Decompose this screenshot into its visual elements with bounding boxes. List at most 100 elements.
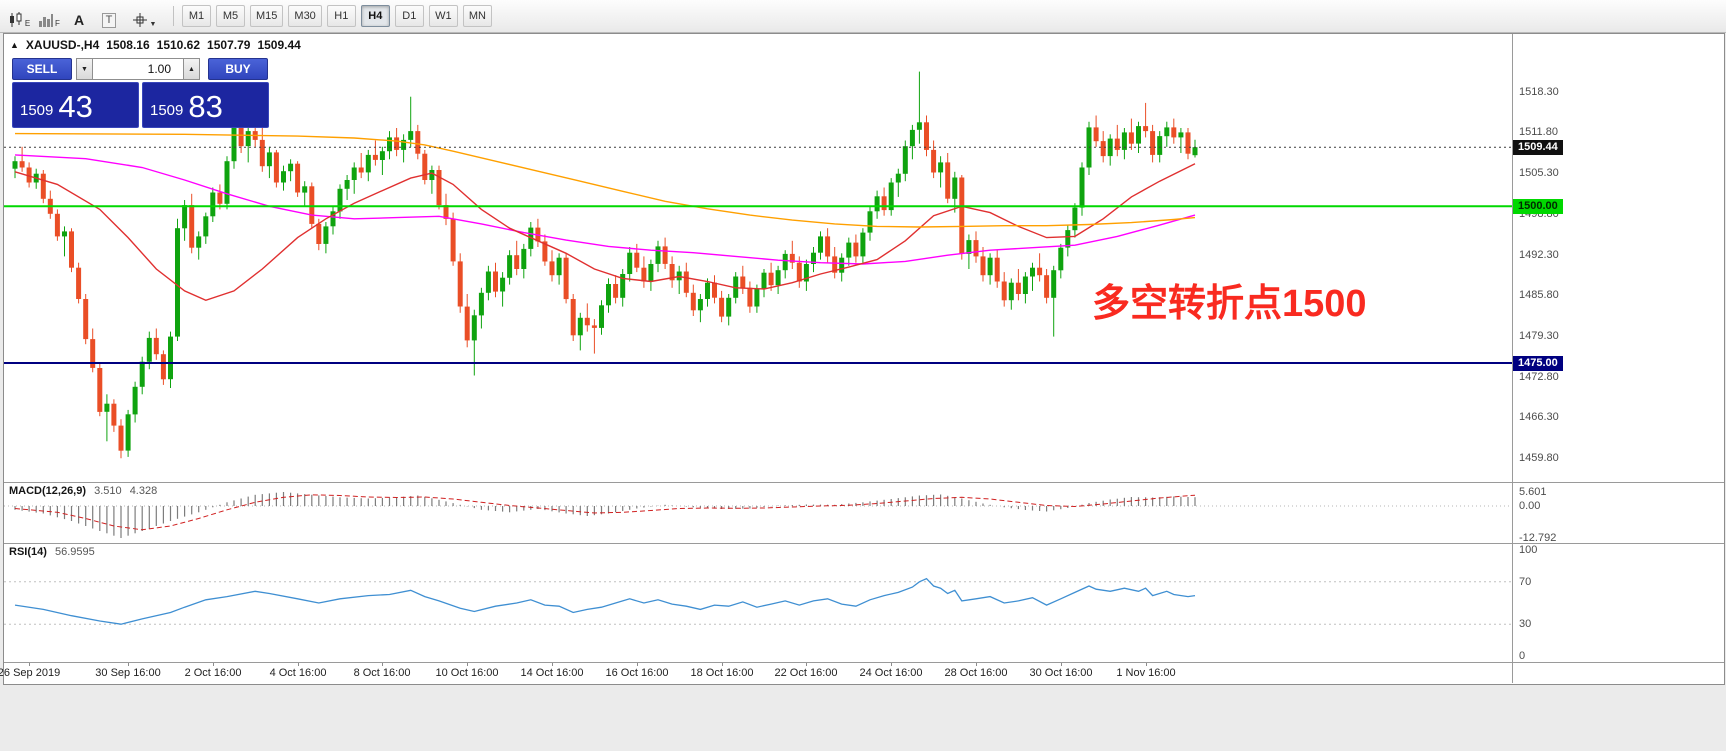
sell-button[interactable]: SELL: [12, 58, 72, 80]
time-axis-label: 22 Oct 16:00: [774, 667, 838, 679]
time-axis-tick: [1146, 663, 1147, 666]
ohlc-low: 1507.79: [207, 38, 251, 52]
macd-signal-value: 4.328: [129, 485, 158, 497]
time-axis-tick: [722, 663, 723, 666]
one-click-trading-panel: SELL ▼ ▲ BUY 1509 43 1509 83: [12, 58, 270, 128]
toolbar-separator: [173, 6, 174, 26]
chevron-up-icon: ▲: [188, 65, 195, 73]
time-axis-label: 2 Oct 16:00: [184, 667, 242, 679]
macd-main-value: 3.510: [94, 485, 122, 497]
candlestick-chart[interactable]: [4, 34, 1512, 482]
macd-chart[interactable]: [4, 483, 1512, 543]
time-axis-label: 4 Oct 16:00: [269, 667, 327, 679]
rsi-name: RSI(14): [9, 546, 47, 558]
rsi-axis-label: 30: [1519, 618, 1532, 630]
rsi-axis-label: 0: [1519, 650, 1526, 662]
rsi-chart[interactable]: [4, 544, 1512, 662]
time-axis-tick: [128, 663, 129, 666]
buy-button[interactable]: BUY: [208, 58, 268, 80]
time-axis[interactable]: 26 Sep 2019 30 Sep 16:00 2 Oct 16:00 4 Oct …: [0, 663, 1512, 683]
time-axis-tick: [806, 663, 807, 666]
macd-label: MACD(12,26,9) 3.510 4.328: [9, 485, 157, 497]
rsi-axis-label: 100: [1519, 544, 1538, 556]
timeframe-m15-button[interactable]: M15: [250, 5, 284, 27]
time-axis-label: 24 Oct 16:00: [859, 667, 923, 679]
crosshair-icon: [132, 12, 147, 27]
timeframe-m1-button[interactable]: M1: [182, 5, 211, 27]
indicators-sub-label: F: [55, 18, 60, 28]
ma-long-orange: [14, 132, 1196, 228]
panel-separator[interactable]: [4, 543, 1724, 544]
symbol-title: XAUUSD-,H4: [25, 38, 100, 52]
crosshair-tool-button[interactable]: ▼: [125, 4, 163, 29]
time-axis-label: 28 Oct 16:00: [944, 667, 1008, 679]
price-axis-label: 1511.80: [1519, 126, 1558, 138]
macd-signal-line: [14, 494, 1196, 531]
time-axis-label: 8 Oct 16:00: [353, 667, 411, 679]
timeframe-d1-button[interactable]: D1: [394, 5, 424, 27]
ask-price-box[interactable]: 1509 83: [142, 82, 269, 128]
timeframe-h4-button[interactable]: H4: [360, 5, 390, 27]
ohlc-open: 1508.16: [106, 38, 150, 52]
price-axis-label: 1466.30: [1519, 411, 1559, 423]
chart-header: ▲ XAUUSD-,H4 1508.16 1510.62 1507.79 150…: [10, 38, 301, 52]
time-axis-tick: [891, 663, 892, 666]
price-tag: 1475.00: [1513, 356, 1563, 371]
timeframe-m30-button[interactable]: M30: [288, 5, 322, 27]
macd-axis-label: 0.00: [1519, 500, 1541, 512]
toolbar: E F A T ▼ M1 M5 M15 M30 H1 H4 D1 W1 MN: [0, 0, 1726, 33]
time-axis-tick: [29, 663, 30, 666]
macd-histogram-layer: [14, 492, 1196, 538]
panel-separator[interactable]: [4, 482, 1724, 483]
trade-prices-row: 1509 43 1509 83: [12, 82, 270, 128]
timeframe-m5-button[interactable]: M5: [216, 5, 245, 27]
price-tag: 1500.00: [1513, 199, 1563, 214]
volume-increase-button[interactable]: ▲: [183, 58, 200, 80]
rsi-axis-label: 70: [1519, 576, 1532, 588]
timeframe-w1-button[interactable]: W1: [428, 5, 458, 27]
candlestick-chart-icon: [9, 11, 22, 27]
chevron-down-icon: ▼: [81, 65, 88, 73]
text-tool-button[interactable]: A: [65, 4, 93, 29]
price-axis-label: 1459.80: [1519, 452, 1559, 464]
indicators-button[interactable]: F: [35, 4, 63, 29]
ma-fast-red: [14, 163, 1196, 302]
time-axis-tick: [382, 663, 383, 666]
bid-price-box[interactable]: 1509 43: [12, 82, 139, 128]
price-tag: 1509.44: [1513, 140, 1563, 155]
ohlc-high: 1510.62: [156, 38, 201, 52]
time-axis-label: 30 Sep 16:00: [95, 667, 161, 679]
chevron-down-icon: ▼: [149, 20, 157, 28]
ask-price-pips: 83: [188, 89, 223, 124]
rsi-label: RSI(14) 56.9595: [9, 546, 95, 558]
time-axis-label: 18 Oct 16:00: [690, 667, 754, 679]
price-axis-label: 1479.30: [1519, 330, 1559, 342]
chart-mode-button[interactable]: E: [5, 4, 33, 29]
time-axis-label: 14 Oct 16:00: [520, 667, 584, 679]
annotation-text: 多空转折点1500: [1092, 283, 1367, 325]
macd-name: MACD(12,26,9): [9, 485, 87, 497]
rsi-line: [14, 577, 1196, 625]
ohlc-close: 1509.44: [257, 38, 301, 52]
volume-input[interactable]: [93, 58, 183, 80]
time-axis-label: 10 Oct 16:00: [435, 667, 499, 679]
boxed-t-icon: T: [101, 12, 117, 28]
time-axis-tick: [637, 663, 638, 666]
price-axis-label: 1492.30: [1519, 249, 1559, 261]
bid-price-pips: 43: [58, 89, 93, 124]
volume-dropdown-button[interactable]: ▼: [76, 58, 93, 80]
letter-a-icon: A: [73, 11, 85, 28]
rsi-panel[interactable]: RSI(14) 56.9595: [4, 544, 1512, 662]
price-axis-label: 1472.80: [1519, 371, 1559, 383]
time-axis-tick: [467, 663, 468, 666]
ask-price-main: 1509: [150, 102, 184, 119]
collapse-triangle-icon: ▲: [10, 40, 19, 50]
text-label-tool-button[interactable]: T: [95, 4, 123, 29]
time-axis-tick: [976, 663, 977, 666]
timeframe-mn-button[interactable]: MN: [462, 5, 492, 27]
main-chart-panel[interactable]: ▲ XAUUSD-,H4 1508.16 1510.62 1507.79 150…: [4, 34, 1512, 482]
time-axis-label: 1 Nov 16:00: [1116, 667, 1176, 679]
timeframe-h1-button[interactable]: H1: [326, 5, 356, 27]
time-axis-label: 26 Sep 2019: [0, 667, 61, 679]
macd-panel[interactable]: MACD(12,26,9) 3.510 4.328: [4, 483, 1512, 543]
